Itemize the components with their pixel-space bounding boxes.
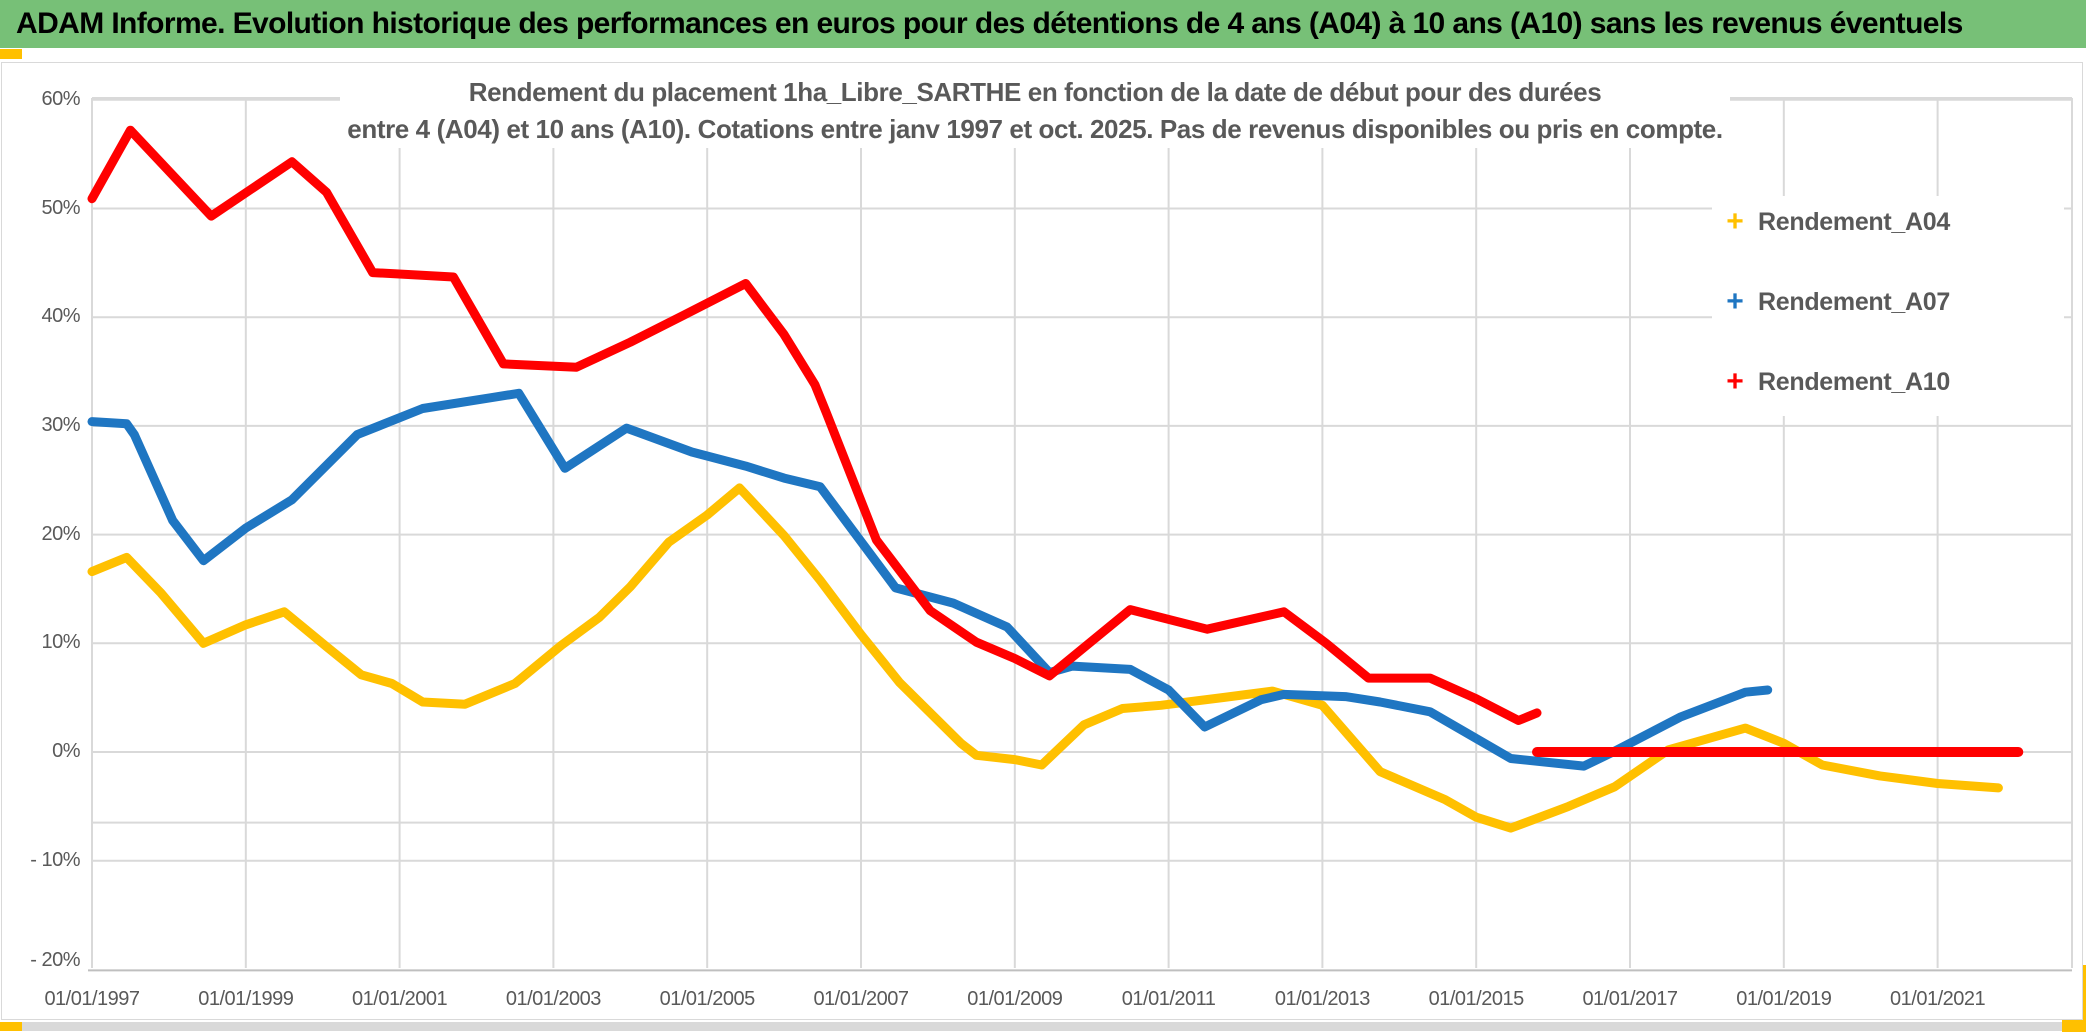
x-tick-label: 01/01/1997	[44, 988, 140, 1010]
y-tick-label: 30%	[41, 413, 80, 436]
legend-item-rendement-a10[interactable]: + Rendement_A10	[1712, 362, 2064, 402]
legend-label: Rendement_A04	[1758, 207, 1950, 236]
y-tick-label: - 20%	[30, 949, 80, 972]
chart-title-line2: entre 4 (A04) et 10 ans (A10). Cotations…	[347, 114, 1723, 144]
x-tick-label: 01/01/2003	[505, 988, 602, 1010]
series-a10-plus-marker-icon: +	[1726, 365, 1744, 398]
series-rendement_a10	[87, 125, 1542, 725]
x-tick-label: 01/01/2011	[1121, 988, 1216, 1010]
x-tick-label: 01/01/2015	[1428, 988, 1525, 1010]
x-tick-label: 01/01/2009	[967, 988, 1063, 1010]
series-a07-plus-marker-icon: +	[1726, 285, 1744, 318]
x-tick-label: 01/01/2013	[1274, 988, 1371, 1010]
y-tick-label: 0%	[52, 740, 80, 762]
bottom-bar	[0, 1022, 2086, 1031]
accent-top-left	[0, 49, 22, 59]
y-tick-label: 50%	[41, 196, 80, 219]
accent-bottom-left	[0, 1022, 22, 1031]
chart-title-line1: Rendement du placement 1ha_Libre_SARTHE …	[468, 77, 1602, 107]
chart-title: Rendement du placement 1ha_Libre_SARTHE …	[340, 74, 1730, 148]
series-rendement_a07	[87, 388, 1773, 771]
y-tick-label: 20%	[41, 522, 80, 545]
page-title-text: ADAM Informe. Evolution historique des p…	[16, 7, 1963, 40]
chart-legend: + Rendement_A04 + Rendement_A07 + Rendem…	[1712, 196, 2064, 416]
y-tick-label: 10%	[41, 631, 80, 654]
y-tick-label: 40%	[41, 305, 80, 328]
series-a04-plus-marker-icon: +	[1726, 205, 1744, 238]
legend-item-rendement-a07[interactable]: + Rendement_A07	[1712, 282, 2064, 322]
x-tick-label: 01/01/2017	[1582, 988, 1678, 1010]
legend-label: Rendement_A07	[1758, 287, 1950, 316]
series-rendement_a04	[87, 483, 2003, 833]
page-title: ADAM Informe. Evolution historique des p…	[0, 0, 2086, 48]
x-tick-label: 01/01/2005	[659, 988, 756, 1010]
legend-item-rendement-a04[interactable]: + Rendement_A04	[1712, 202, 2064, 242]
x-tick-label: 01/01/1999	[198, 988, 294, 1010]
y-tick-label: 60%	[41, 87, 80, 110]
x-tick-label: 01/01/2007	[813, 988, 909, 1010]
y-tick-label: - 10%	[30, 848, 80, 871]
x-tick-label: 01/01/2019	[1736, 988, 1832, 1010]
legend-label: Rendement_A10	[1758, 367, 1950, 396]
x-tick-label: 01/01/2021	[1890, 988, 1986, 1010]
accent-bottom-right	[2062, 1020, 2086, 1032]
x-tick-label: 01/01/2001	[352, 988, 448, 1010]
